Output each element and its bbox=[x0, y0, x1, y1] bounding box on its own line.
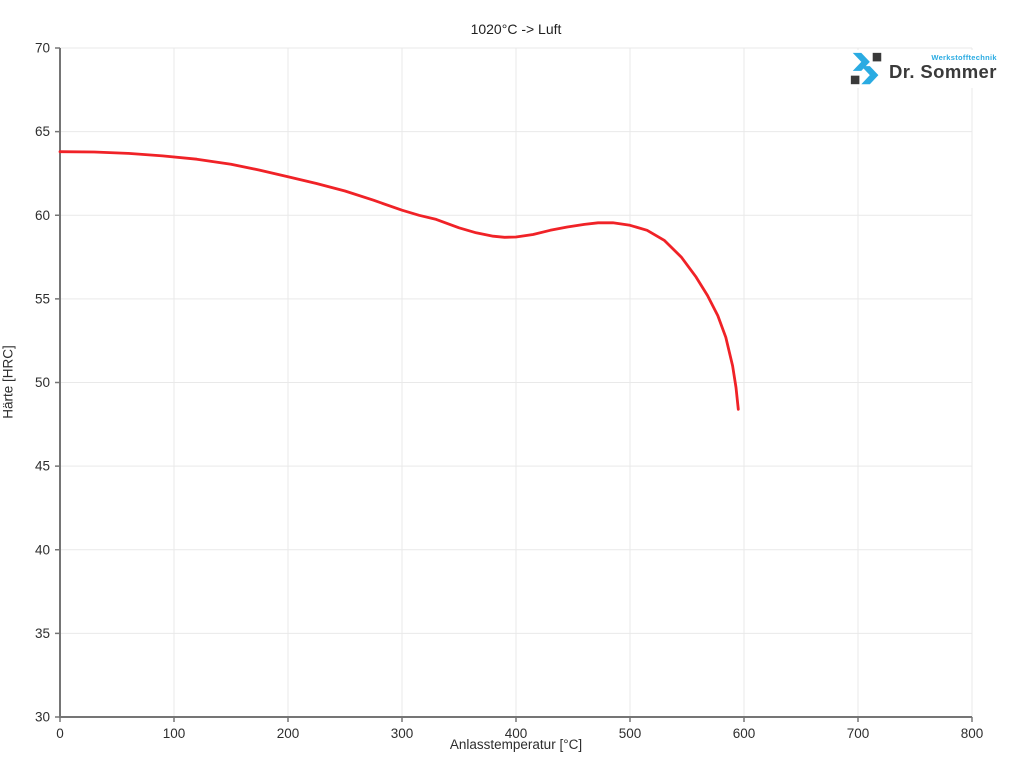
brand-logo-icon bbox=[848, 50, 886, 88]
brand-tagline: Werkstofftechnik bbox=[931, 53, 997, 62]
y-tick-label-35: 35 bbox=[35, 626, 50, 641]
y-tick-label-40: 40 bbox=[35, 542, 50, 557]
x-tick-label-800: 800 bbox=[961, 726, 984, 741]
logo-square-top bbox=[872, 52, 882, 62]
x-tick-label-500: 500 bbox=[619, 726, 642, 741]
brand-logo: Werkstofftechnik Dr. Sommer bbox=[846, 50, 999, 88]
x-tick-label-200: 200 bbox=[277, 726, 300, 741]
series-line-0 bbox=[58, 150, 740, 411]
x-tick-label-300: 300 bbox=[391, 726, 414, 741]
y-tick-label-70: 70 bbox=[35, 41, 50, 56]
logo-chevron-bottom bbox=[861, 66, 879, 85]
x-axis-title: Anlasstemperatur [°C] bbox=[449, 737, 583, 752]
y-tick-label-60: 60 bbox=[35, 208, 50, 223]
y-tick-label-45: 45 bbox=[35, 459, 50, 474]
y-tick-label-65: 65 bbox=[35, 124, 50, 139]
x-tick-label-100: 100 bbox=[163, 726, 186, 741]
brand-name: Dr. Sommer bbox=[889, 61, 997, 83]
x-tick-label-700: 700 bbox=[847, 726, 870, 741]
y-tick-label-30: 30 bbox=[35, 710, 50, 725]
x-tick-label-600: 600 bbox=[733, 726, 756, 741]
y-tick-label-50: 50 bbox=[35, 375, 50, 390]
x-tick-label-400: 400 bbox=[505, 726, 528, 741]
y-axis-title: Härte [HRC] bbox=[0, 345, 16, 419]
chart-title: 1020°C -> Luft bbox=[470, 21, 562, 37]
logo-square-bottom bbox=[850, 75, 860, 85]
brand-logo-text: Werkstofftechnik Dr. Sommer bbox=[889, 53, 997, 83]
x-tick-label-0: 0 bbox=[56, 726, 64, 741]
y-tick-label-55: 55 bbox=[35, 291, 50, 306]
